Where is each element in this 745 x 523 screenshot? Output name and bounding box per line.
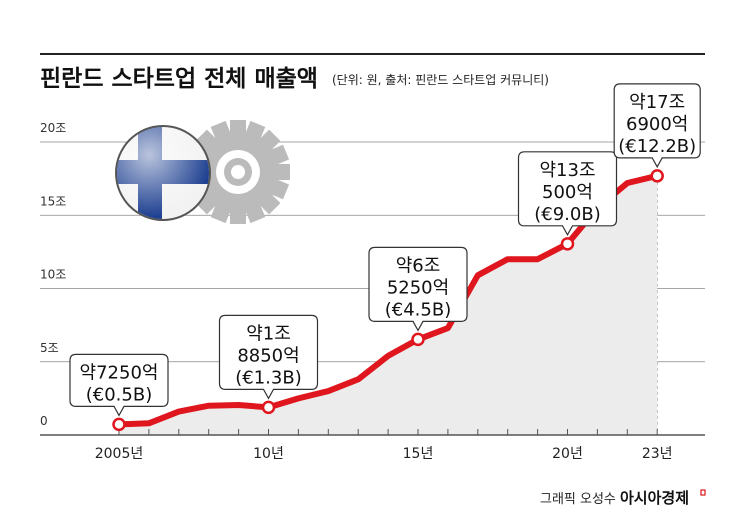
x-tick-label: 15년 — [403, 446, 434, 462]
callout-text: 약7250억 — [80, 362, 159, 383]
callout-text: (€4.5B) — [385, 299, 451, 320]
x-tick-label: 20년 — [552, 446, 583, 462]
chart-title: 핀란드 스타트업 전체 매출액 — [40, 66, 318, 92]
brand-logo: 아시아경제 — [620, 489, 689, 507]
callout-text: 약6조 — [396, 255, 441, 276]
callout-text: (€0.5B) — [86, 384, 152, 405]
callout-text: 약17조 — [629, 92, 685, 113]
data-point-marker — [560, 237, 575, 251]
callout-text: 약13조 — [539, 160, 595, 181]
callout-text: (€1.3B) — [235, 367, 301, 388]
brand-mark-icon — [700, 489, 706, 496]
data-point-marker — [112, 417, 126, 432]
y-tick-label: 10조 — [40, 268, 66, 282]
data-point-marker — [650, 169, 664, 183]
data-point-marker — [411, 332, 425, 347]
gear-icon — [186, 120, 290, 224]
chart-subtitle: (단위: 원, 출처: 핀란드 스타트업 커뮤니티) — [332, 73, 549, 87]
x-tick-label: 2005년 — [95, 446, 144, 462]
x-tick-label: 10년 — [253, 446, 284, 462]
y-tick-label: 20조 — [40, 121, 66, 135]
y-tick-label: 15조 — [40, 194, 66, 208]
data-callout: 약7250억(€0.5B) — [69, 353, 169, 417]
credit-text: 그래픽 오성수 — [540, 492, 616, 507]
callout-text: 5250억 — [387, 277, 449, 298]
data-point-marker — [261, 400, 276, 415]
callout-text: 약1조 — [246, 323, 291, 344]
callout-text: (€12.2B) — [618, 136, 696, 157]
x-tick-label: 23년 — [642, 446, 673, 462]
y-tick-label: 0 — [40, 414, 48, 428]
callout-text: (€9.0B) — [534, 204, 600, 225]
area-fill — [119, 175, 658, 436]
callout-text: 6900억 — [626, 114, 688, 135]
y-tick-label: 5조 — [40, 341, 59, 355]
callout-text: 500억 — [542, 182, 593, 203]
callout-text: 8850억 — [237, 345, 299, 366]
finland-flag-icon — [115, 125, 211, 221]
